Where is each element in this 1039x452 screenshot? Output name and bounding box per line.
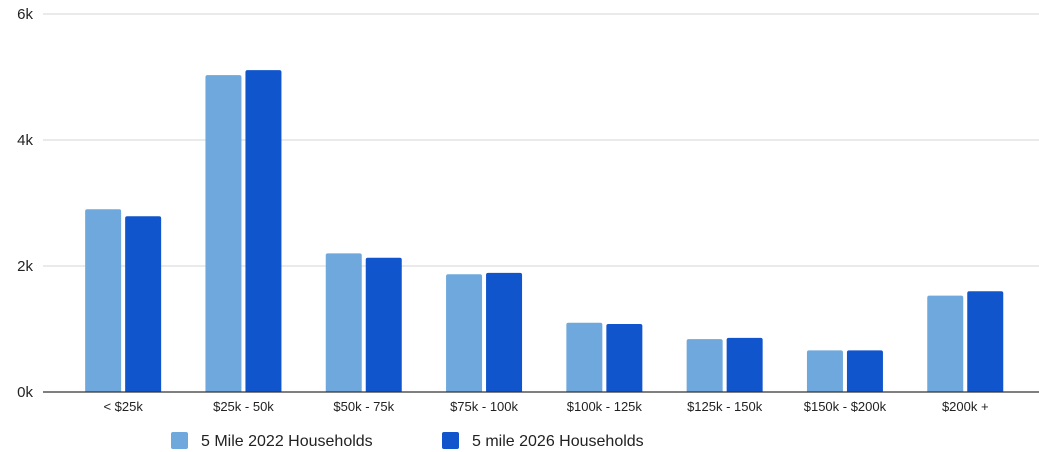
bar-series-1-6: [686, 339, 723, 392]
bars: [85, 70, 1004, 393]
y-tick-label: 2k: [17, 258, 33, 275]
bar-series-1-1: [85, 209, 122, 392]
bar-series-2-8: [967, 291, 1004, 392]
x-tick-label: $75k - 100k: [450, 399, 518, 414]
legend-label-2: 5 mile 2026 Households: [472, 433, 644, 450]
legend-swatch-1: [171, 432, 188, 449]
bar-series-1-4: [446, 274, 483, 392]
legend-swatch-2: [442, 432, 459, 449]
bar-series-2-7: [846, 350, 883, 392]
gridlines: [43, 13, 1039, 267]
y-tick-label: 6k: [17, 6, 33, 23]
legend: 5 Mile 2022 Households 5 mile 2026 Househ…: [171, 432, 644, 450]
bar-series-1-5: [566, 322, 603, 392]
bar-series-2-1: [125, 216, 162, 392]
x-tick-label: $25k - 50k: [213, 399, 274, 414]
y-tick-label: 4k: [17, 132, 33, 149]
bar-series-1-2: [205, 75, 242, 393]
legend-label-1: 5 Mile 2022 Households: [201, 433, 373, 450]
x-tick-label: $200k +: [942, 399, 989, 414]
bar-series-2-3: [365, 257, 402, 392]
bar-series-2-6: [726, 337, 763, 392]
x-tick-label: < $25k: [103, 399, 143, 414]
bar-series-2-5: [606, 323, 643, 392]
bar-series-1-8: [927, 295, 964, 392]
bar-series-2-4: [486, 272, 523, 392]
y-tick-label: 0k: [17, 384, 33, 401]
x-tick-label: $50k - 75k: [333, 399, 394, 414]
x-axis-ticks: < $25k $25k - 50k $50k - 75k $75k - 100k $10…: [103, 399, 988, 414]
x-tick-label: $100k - 125k: [567, 399, 643, 414]
y-axis-ticks: 0k 2k 4k 6k: [17, 6, 33, 401]
bar-series-1-7: [806, 350, 843, 392]
bar-series-2-2: [245, 70, 282, 392]
bar-series-1-3: [325, 253, 362, 392]
x-tick-label: $125k - 150k: [687, 399, 763, 414]
x-tick-label: $150k - $200k: [804, 399, 887, 414]
